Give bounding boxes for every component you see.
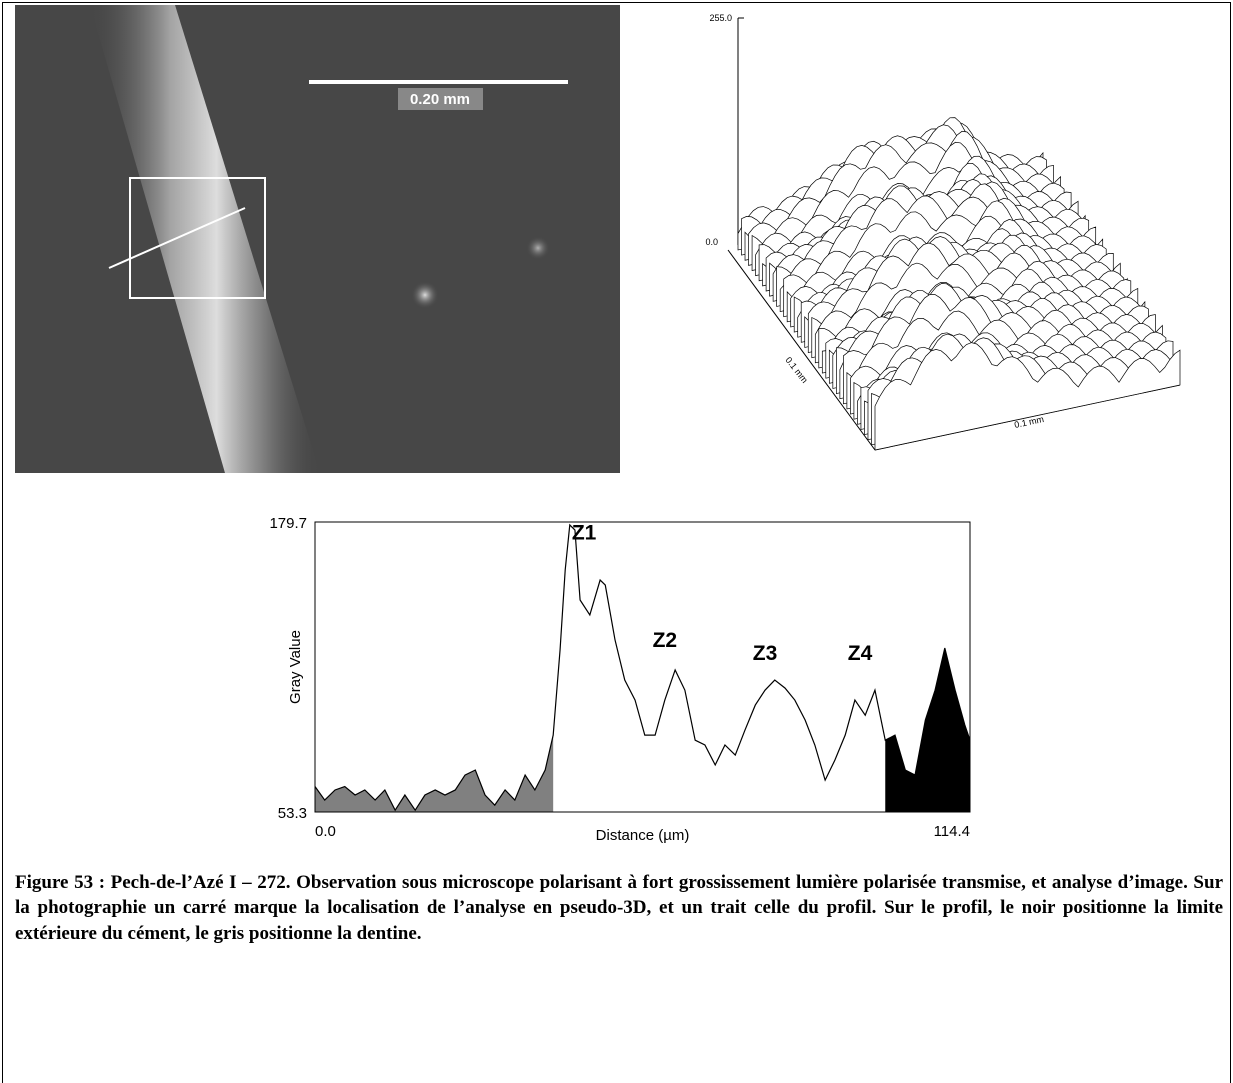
y-tick-label: 179.7 bbox=[269, 515, 307, 532]
x-tick-label: 0.0 bbox=[315, 823, 336, 840]
annotation: Z3 bbox=[753, 642, 778, 665]
annotation: Z1 bbox=[572, 522, 597, 545]
surface-line bbox=[874, 342, 1181, 451]
x-axis-label: Distance (µm) bbox=[596, 827, 690, 844]
caption: Figure 53 : Pech-de-l’Azé I – 272. Obser… bbox=[15, 872, 1223, 944]
annotation: Z4 bbox=[848, 642, 873, 665]
y-axis-label: Gray Value bbox=[287, 630, 304, 704]
photo: 0.20 mm bbox=[15, 5, 620, 473]
z-tick-label: 255.0 bbox=[709, 13, 732, 23]
annotation: Z2 bbox=[653, 629, 678, 652]
scale-label: 0.20 mm bbox=[410, 91, 470, 108]
plot-border bbox=[314, 521, 971, 813]
y-tick-label: 53.3 bbox=[278, 805, 307, 822]
plot-area bbox=[314, 521, 971, 813]
figure: 0.20 mm 255.0 0.0 0.1 mm 0.1 mm 53.3 179.… bbox=[15, 5, 1181, 844]
surface-plot: 255.0 0.0 0.1 mm 0.1 mm bbox=[705, 13, 1181, 451]
region bbox=[315, 735, 554, 812]
depth-label: 0.1 mm bbox=[783, 355, 809, 385]
x-tick-label: 114.4 bbox=[934, 823, 970, 840]
z-tick-label: 0.0 bbox=[705, 237, 718, 247]
profile-line bbox=[314, 523, 971, 812]
